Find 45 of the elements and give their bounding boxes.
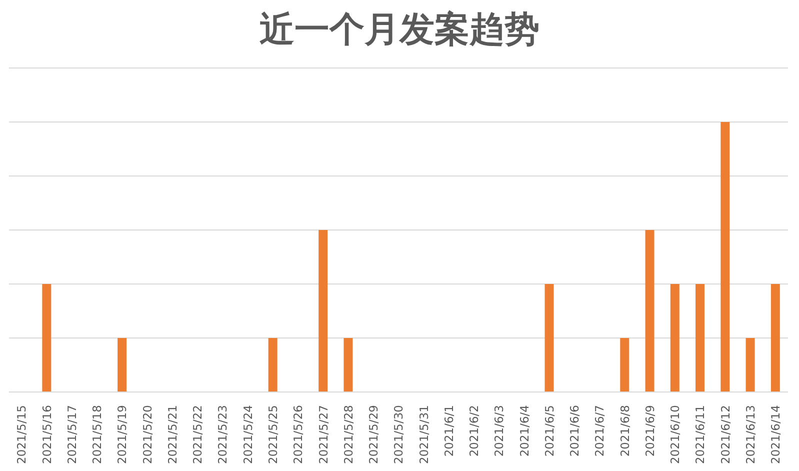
x-tick-label: 2021/6/6 bbox=[568, 405, 582, 457]
bar bbox=[118, 338, 127, 392]
x-tick-label: 2021/5/31 bbox=[416, 405, 431, 464]
x-tick-label: 2021/6/7 bbox=[592, 405, 607, 457]
x-tick-label: 2021/5/21 bbox=[165, 405, 180, 464]
x-tick-label: 2021/5/19 bbox=[115, 405, 130, 464]
x-tick-label: 2021/5/24 bbox=[240, 405, 255, 464]
x-tick-label: 2021/5/26 bbox=[291, 405, 306, 464]
x-tick-label: 2021/5/27 bbox=[316, 405, 330, 464]
bar bbox=[746, 338, 755, 392]
bar bbox=[268, 338, 278, 392]
x-tick-label: 2021/5/25 bbox=[266, 405, 280, 464]
bar bbox=[318, 230, 328, 392]
bar bbox=[344, 338, 353, 392]
x-tick-label: 2021/6/5 bbox=[542, 405, 556, 457]
bar bbox=[720, 122, 730, 392]
bar bbox=[670, 284, 680, 392]
bar bbox=[770, 284, 780, 392]
x-tick-label: 2021/6/9 bbox=[642, 405, 657, 457]
bar bbox=[544, 284, 554, 392]
x-tick-label: 2021/6/1 bbox=[442, 405, 456, 457]
chart-title: 近一个月发案趋势 bbox=[258, 10, 540, 50]
bar bbox=[645, 230, 654, 392]
bar bbox=[620, 338, 630, 392]
x-tick-label: 2021/6/2 bbox=[467, 405, 482, 457]
x-tick-label: 2021/5/18 bbox=[90, 405, 104, 464]
x-tick-label: 2021/5/15 bbox=[14, 405, 29, 464]
x-tick-label: 2021/6/13 bbox=[743, 405, 758, 464]
x-tick-label: 2021/6/10 bbox=[668, 405, 682, 464]
bar bbox=[42, 284, 52, 392]
x-tick-label: 2021/5/30 bbox=[392, 405, 406, 464]
x-tick-label: 2021/6/8 bbox=[618, 405, 632, 457]
x-tick-label: 2021/6/4 bbox=[517, 405, 532, 457]
x-tick-label: 2021/5/20 bbox=[140, 405, 154, 464]
x-tick-label: 2021/5/29 bbox=[366, 405, 381, 464]
x-tick-label: 2021/5/22 bbox=[190, 405, 205, 464]
x-tick-label: 2021/6/14 bbox=[768, 405, 783, 464]
x-tick-label: 2021/5/17 bbox=[64, 405, 79, 464]
x-tick-label: 2021/6/3 bbox=[492, 405, 506, 457]
x-tick-label: 2021/6/11 bbox=[693, 405, 708, 464]
x-tick-label: 2021/5/16 bbox=[40, 405, 54, 464]
x-tick-label: 2021/5/28 bbox=[341, 405, 356, 464]
bar bbox=[696, 284, 705, 392]
x-tick-label: 2021/6/12 bbox=[718, 405, 732, 464]
x-tick-label: 2021/5/23 bbox=[216, 405, 230, 464]
